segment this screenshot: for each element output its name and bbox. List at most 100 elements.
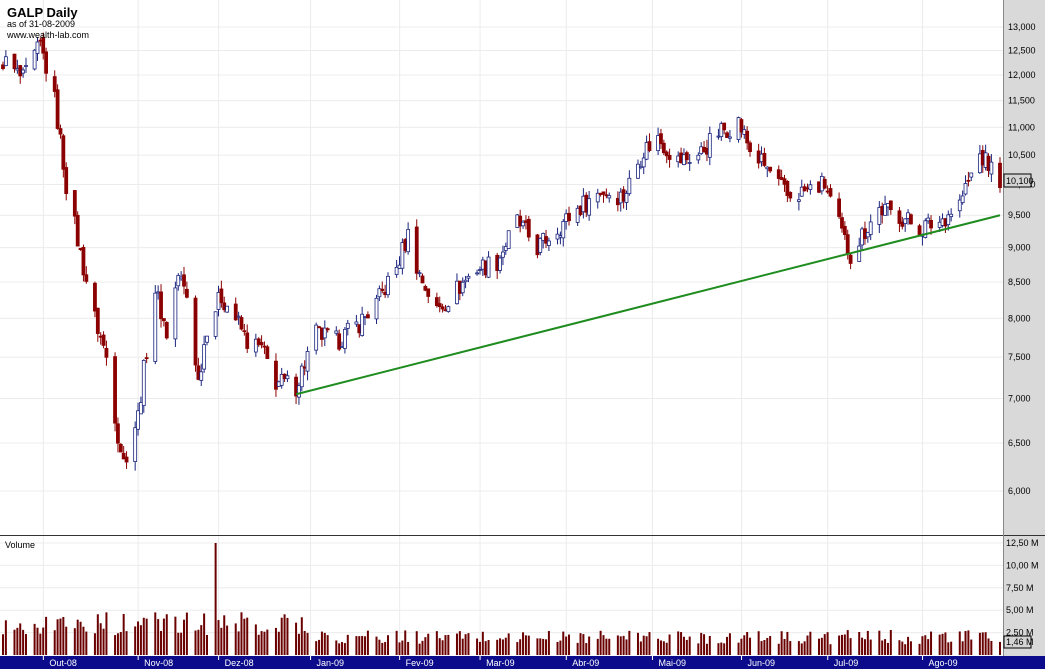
candle-body (587, 198, 592, 216)
volume-bar (545, 639, 548, 655)
candle-body (460, 281, 465, 294)
time-tick-label: Abr-09 (572, 658, 599, 668)
volume-bar (139, 625, 142, 655)
volume-bar (401, 640, 404, 655)
volume-bar (682, 636, 685, 655)
candle-body (417, 272, 422, 275)
candle-body (949, 213, 954, 218)
volume-bar (444, 635, 447, 655)
volume-bar (160, 630, 163, 655)
volume-bar (496, 639, 499, 655)
candle-body (696, 154, 701, 161)
volume-bar (921, 636, 924, 655)
volume-bar (700, 632, 703, 655)
volume-bar (622, 635, 625, 655)
candle-body (728, 136, 732, 139)
candle-body (44, 51, 48, 74)
candle-body (518, 215, 523, 227)
volume-bar (619, 636, 622, 655)
volume-bar (826, 632, 829, 655)
candle-body (501, 251, 505, 258)
volume-bar (277, 631, 280, 655)
volume-bar (2, 634, 4, 655)
volume-bar (789, 641, 792, 655)
volume-bar (803, 641, 806, 655)
volume-bar (869, 639, 872, 655)
candle-body (21, 69, 26, 74)
candle-body (205, 335, 209, 343)
volume-bar (24, 634, 27, 655)
candle-body (239, 317, 244, 330)
candle-body (636, 163, 640, 179)
candle-body (684, 152, 689, 161)
volume-bar (246, 617, 249, 655)
price-tick-label: 11,000 (1008, 122, 1035, 132)
candle-body (219, 288, 224, 304)
volume-bar (79, 621, 82, 655)
price-axis-panel (1004, 0, 1045, 535)
volume-bar (318, 639, 321, 655)
volume-bar (884, 639, 887, 655)
time-tick-label: Mai-09 (658, 658, 686, 668)
volume-bar (76, 619, 79, 655)
volume-bar (343, 643, 346, 655)
candle-body (55, 89, 60, 129)
candle-body (707, 133, 712, 158)
candle-body (380, 288, 385, 291)
candle-body (883, 203, 887, 216)
volume-bar (306, 632, 309, 655)
volume-bar (636, 632, 639, 655)
volume-bar (283, 614, 286, 655)
volume-bar (263, 631, 266, 655)
volume-bar (662, 641, 665, 655)
volume-bar (338, 643, 341, 655)
candle-body (345, 322, 350, 329)
volume-bar (846, 630, 849, 655)
candle-body (842, 226, 847, 235)
time-tick-label: Out-08 (49, 658, 77, 668)
time-tick-label: Mar-09 (486, 658, 515, 668)
candle-body (159, 291, 163, 320)
candle-body (124, 456, 129, 463)
candle-body (595, 192, 600, 203)
as-of-date: as of 31-08-2009 (7, 19, 75, 29)
volume-bar (274, 627, 277, 655)
volume-tick-label: 12,50 M (1006, 538, 1039, 548)
volume-bar (53, 630, 56, 655)
volume-bar (464, 634, 467, 655)
volume-bar (286, 617, 289, 655)
volume-bar (484, 641, 487, 655)
volume-bar (214, 543, 217, 655)
candle-body (739, 119, 744, 133)
volume-bar (688, 636, 691, 655)
volume-bar (639, 641, 642, 655)
volume-bar (355, 636, 358, 655)
candle-body (478, 269, 482, 271)
volume-bar (384, 642, 387, 655)
volume-bar (99, 623, 102, 655)
price-tick-label: 11,500 (1008, 96, 1035, 106)
candle-body (929, 220, 933, 229)
candle-body (506, 230, 511, 249)
candle-body (917, 225, 922, 236)
candle-body (253, 338, 258, 353)
candle-body (61, 135, 66, 170)
volume-bar (341, 642, 344, 655)
candle-body (785, 180, 790, 196)
volume-bar (33, 623, 36, 655)
volume-bar (59, 618, 62, 655)
volume-bar (315, 641, 318, 655)
candle-body (317, 326, 321, 329)
volume-bar (820, 637, 823, 655)
candle-body (607, 195, 612, 199)
candle-body (725, 132, 729, 138)
candle-body (84, 274, 89, 282)
volume-bar (861, 637, 864, 655)
volume-bar (295, 622, 298, 655)
candle-body (647, 141, 652, 151)
volume-bar (122, 613, 125, 655)
volume-bar (938, 634, 941, 655)
candle-body (423, 286, 428, 291)
